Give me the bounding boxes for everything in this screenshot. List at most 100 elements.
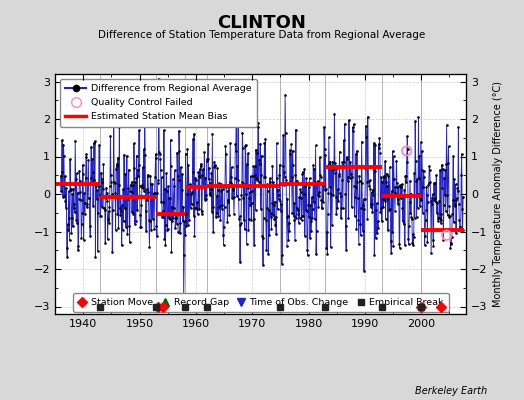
Point [337,204,346,211]
Point [171,225,179,232]
Point [358,228,367,234]
Point [373,200,381,206]
Point [128,189,137,195]
Point [175,128,183,134]
Point [130,140,138,147]
Point [370,252,378,258]
Point [459,194,467,200]
Point [156,156,165,162]
Point [91,254,100,261]
Point [395,241,403,247]
Point [268,162,277,169]
Point [401,172,410,179]
Point [137,202,146,208]
Point [324,189,333,196]
Point [397,195,405,202]
Point [217,202,226,208]
Point [381,158,389,164]
Point [267,226,276,232]
Point [88,179,96,185]
Point [68,215,76,221]
Point [384,172,392,179]
Point [162,188,171,194]
Point [82,151,91,158]
Point [333,165,341,172]
Point [359,196,368,202]
Point [66,237,74,244]
Point [171,167,179,174]
Point [209,229,217,235]
Point [108,249,116,256]
Point [413,205,422,211]
Point [370,168,379,174]
Point [313,180,321,187]
Point [369,186,377,193]
Point [252,146,260,153]
Point [121,205,129,211]
Point [383,182,391,189]
Point [187,205,195,212]
Point [245,216,253,222]
Point [339,162,347,169]
Point [211,163,220,169]
Point [422,184,431,190]
Point [67,186,75,192]
Point [249,163,257,170]
Point [378,218,386,224]
Point [125,166,133,173]
Point [64,227,72,233]
Point [149,193,157,200]
Point [356,178,364,185]
Point [69,185,78,192]
Point [437,211,445,218]
Point [90,177,99,183]
Point [242,142,250,148]
Point [160,235,169,242]
Point [421,216,430,223]
Point [283,212,292,219]
Point [338,177,346,184]
Point [255,157,264,163]
Point [73,190,82,196]
Point [453,195,461,201]
Point [124,185,133,191]
Point [247,200,256,206]
Point [172,221,181,227]
Point [116,194,125,200]
Point [94,182,103,189]
Point [113,160,121,167]
Point [300,191,308,197]
Point [78,221,86,228]
Point [276,198,285,204]
Point [294,210,302,217]
Point [262,247,270,253]
Point [96,213,104,220]
Point [316,172,324,178]
Point [192,205,201,211]
Point [396,182,405,188]
Point [226,140,234,146]
Point [307,228,315,234]
Point [101,240,110,246]
Point [407,214,416,220]
Point [322,186,330,193]
Point [290,217,299,224]
Point [184,182,193,188]
Point [77,197,85,204]
Point [176,230,184,236]
Point [201,174,210,181]
Point [270,198,279,205]
Point [220,223,228,230]
Point [221,183,229,189]
Point [259,262,267,268]
Point [311,142,320,148]
Point [210,164,218,170]
Point [212,214,220,220]
Point [431,180,439,186]
Point [227,174,235,180]
Point [402,159,411,165]
Point [76,189,84,195]
Point [64,188,73,194]
Point [348,174,356,180]
Point [139,164,147,170]
